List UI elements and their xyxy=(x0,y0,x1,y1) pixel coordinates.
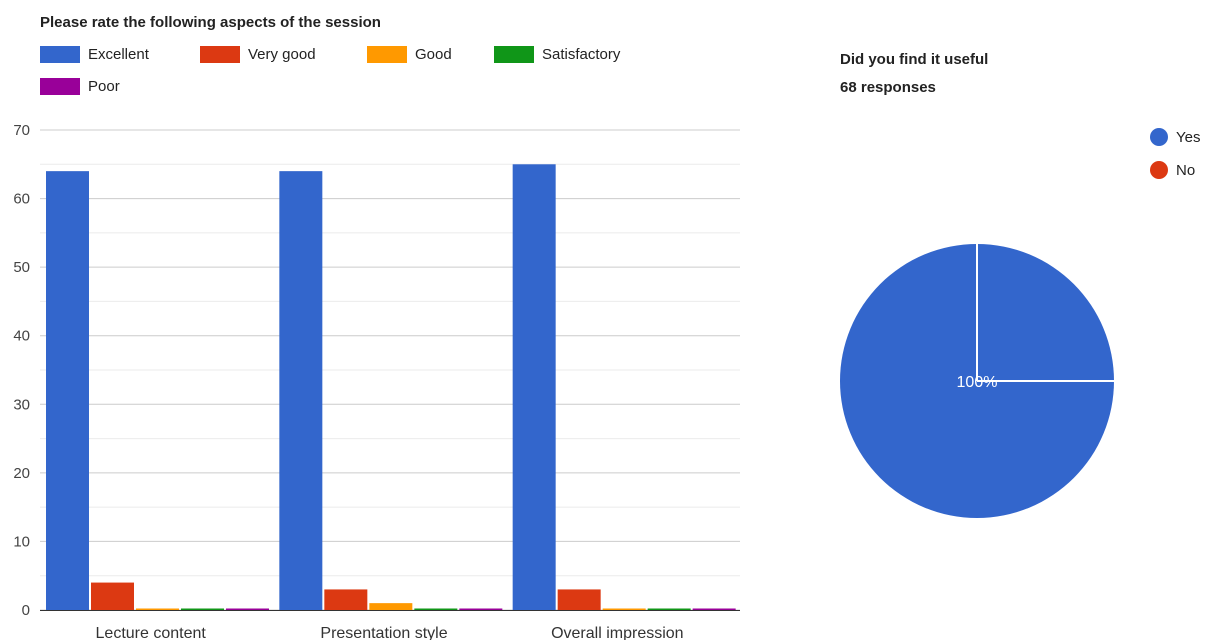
pie-legend-label-yes: Yes xyxy=(1176,128,1201,146)
y-tick-label: 0 xyxy=(22,602,30,619)
bar-excellent xyxy=(279,171,323,610)
x-category-label: Overall impression xyxy=(551,625,683,640)
pie-legend-item-yes: Yes xyxy=(1150,128,1200,146)
legend-label-very-good: Very good xyxy=(248,46,316,63)
pie-slice-yes xyxy=(840,244,1114,518)
legend-label-poor: Poor xyxy=(88,78,120,95)
bar-satisfactory xyxy=(647,608,691,610)
bar-chart: 0 10 20 30 40 50 60 70 Lecture content Presentati… xyxy=(13,122,740,640)
bar-good xyxy=(369,603,413,610)
y-tick-label: 60 xyxy=(13,191,30,208)
legend-swatch-satisfactory xyxy=(494,46,534,63)
legend-label-good: Good xyxy=(415,46,452,63)
y-tick-label: 20 xyxy=(13,465,30,482)
y-tick-label: 30 xyxy=(13,396,30,413)
bar-chart-title: Please rate the following aspects of the… xyxy=(40,14,381,31)
bar-very-good xyxy=(91,582,134,610)
bar-good xyxy=(602,608,646,610)
pie-chart-subtitle: 68 responses xyxy=(840,79,936,96)
bar-very-good xyxy=(324,589,368,610)
pie-legend-label-no: No xyxy=(1176,161,1196,179)
pie-chart-title: Did you find it useful xyxy=(840,51,989,68)
bar-satisfactory xyxy=(181,608,224,610)
bar-poor xyxy=(459,608,503,610)
legend-item-satisfactory: Satisfactory xyxy=(494,46,620,63)
y-tick-label: 10 xyxy=(13,533,30,550)
y-tick-label: 50 xyxy=(13,259,30,276)
legend-swatch-good xyxy=(367,46,407,63)
legend-swatch-excellent xyxy=(40,46,80,63)
legend-item-very-good: Very good xyxy=(200,46,316,63)
pie-chart-header: Did you find it useful 68 responses xyxy=(840,46,988,102)
x-category-label: Presentation style xyxy=(320,625,447,640)
x-category-label: Lecture content xyxy=(96,625,207,640)
bar-satisfactory xyxy=(414,608,458,610)
y-tick-label: 70 xyxy=(13,122,30,139)
bar-excellent xyxy=(512,164,556,611)
legend-label-excellent: Excellent xyxy=(88,46,149,63)
pie-legend-dot-no xyxy=(1150,161,1168,179)
legend-item-good: Good xyxy=(367,46,452,63)
pie-legend-dot-yes xyxy=(1150,128,1168,146)
bar-poor xyxy=(226,608,269,610)
bar-excellent xyxy=(46,171,89,610)
legend-swatch-very-good xyxy=(200,46,240,63)
pie-slice-label: 100% xyxy=(957,374,998,391)
bar-poor xyxy=(692,608,736,610)
pie-legend-item-no: No xyxy=(1150,161,1195,179)
legend-item-poor: Poor xyxy=(40,78,120,95)
bar-good xyxy=(136,608,179,610)
legend-item-excellent: Excellent xyxy=(40,46,149,63)
legend-label-satisfactory: Satisfactory xyxy=(542,46,621,63)
bar-very-good xyxy=(557,589,601,610)
legend-swatch-poor xyxy=(40,78,80,95)
y-tick-label: 40 xyxy=(13,328,30,345)
